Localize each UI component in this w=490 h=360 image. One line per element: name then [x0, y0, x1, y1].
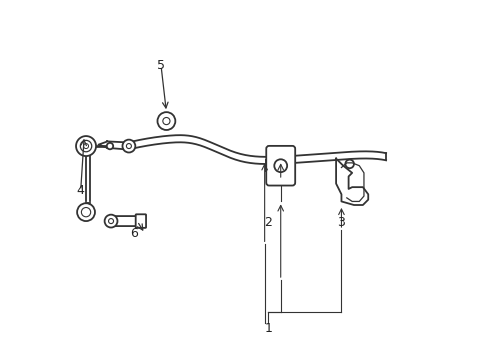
Circle shape: [345, 159, 354, 168]
Circle shape: [81, 207, 91, 217]
Circle shape: [163, 117, 170, 125]
Text: 5: 5: [157, 59, 165, 72]
Circle shape: [80, 140, 92, 152]
FancyBboxPatch shape: [136, 214, 146, 228]
Text: 3: 3: [338, 216, 345, 229]
Circle shape: [126, 144, 131, 149]
Text: 6: 6: [130, 227, 138, 240]
Circle shape: [274, 159, 287, 172]
Circle shape: [157, 112, 175, 130]
Circle shape: [109, 219, 114, 224]
Circle shape: [76, 136, 96, 156]
Text: 4: 4: [77, 184, 85, 197]
Polygon shape: [98, 141, 107, 148]
Circle shape: [107, 143, 113, 149]
Circle shape: [77, 203, 95, 221]
Text: 1: 1: [264, 322, 272, 335]
Circle shape: [122, 140, 135, 153]
FancyBboxPatch shape: [112, 216, 139, 226]
Circle shape: [104, 215, 118, 228]
Circle shape: [83, 144, 89, 149]
Text: 2: 2: [264, 216, 272, 229]
FancyBboxPatch shape: [266, 146, 295, 185]
